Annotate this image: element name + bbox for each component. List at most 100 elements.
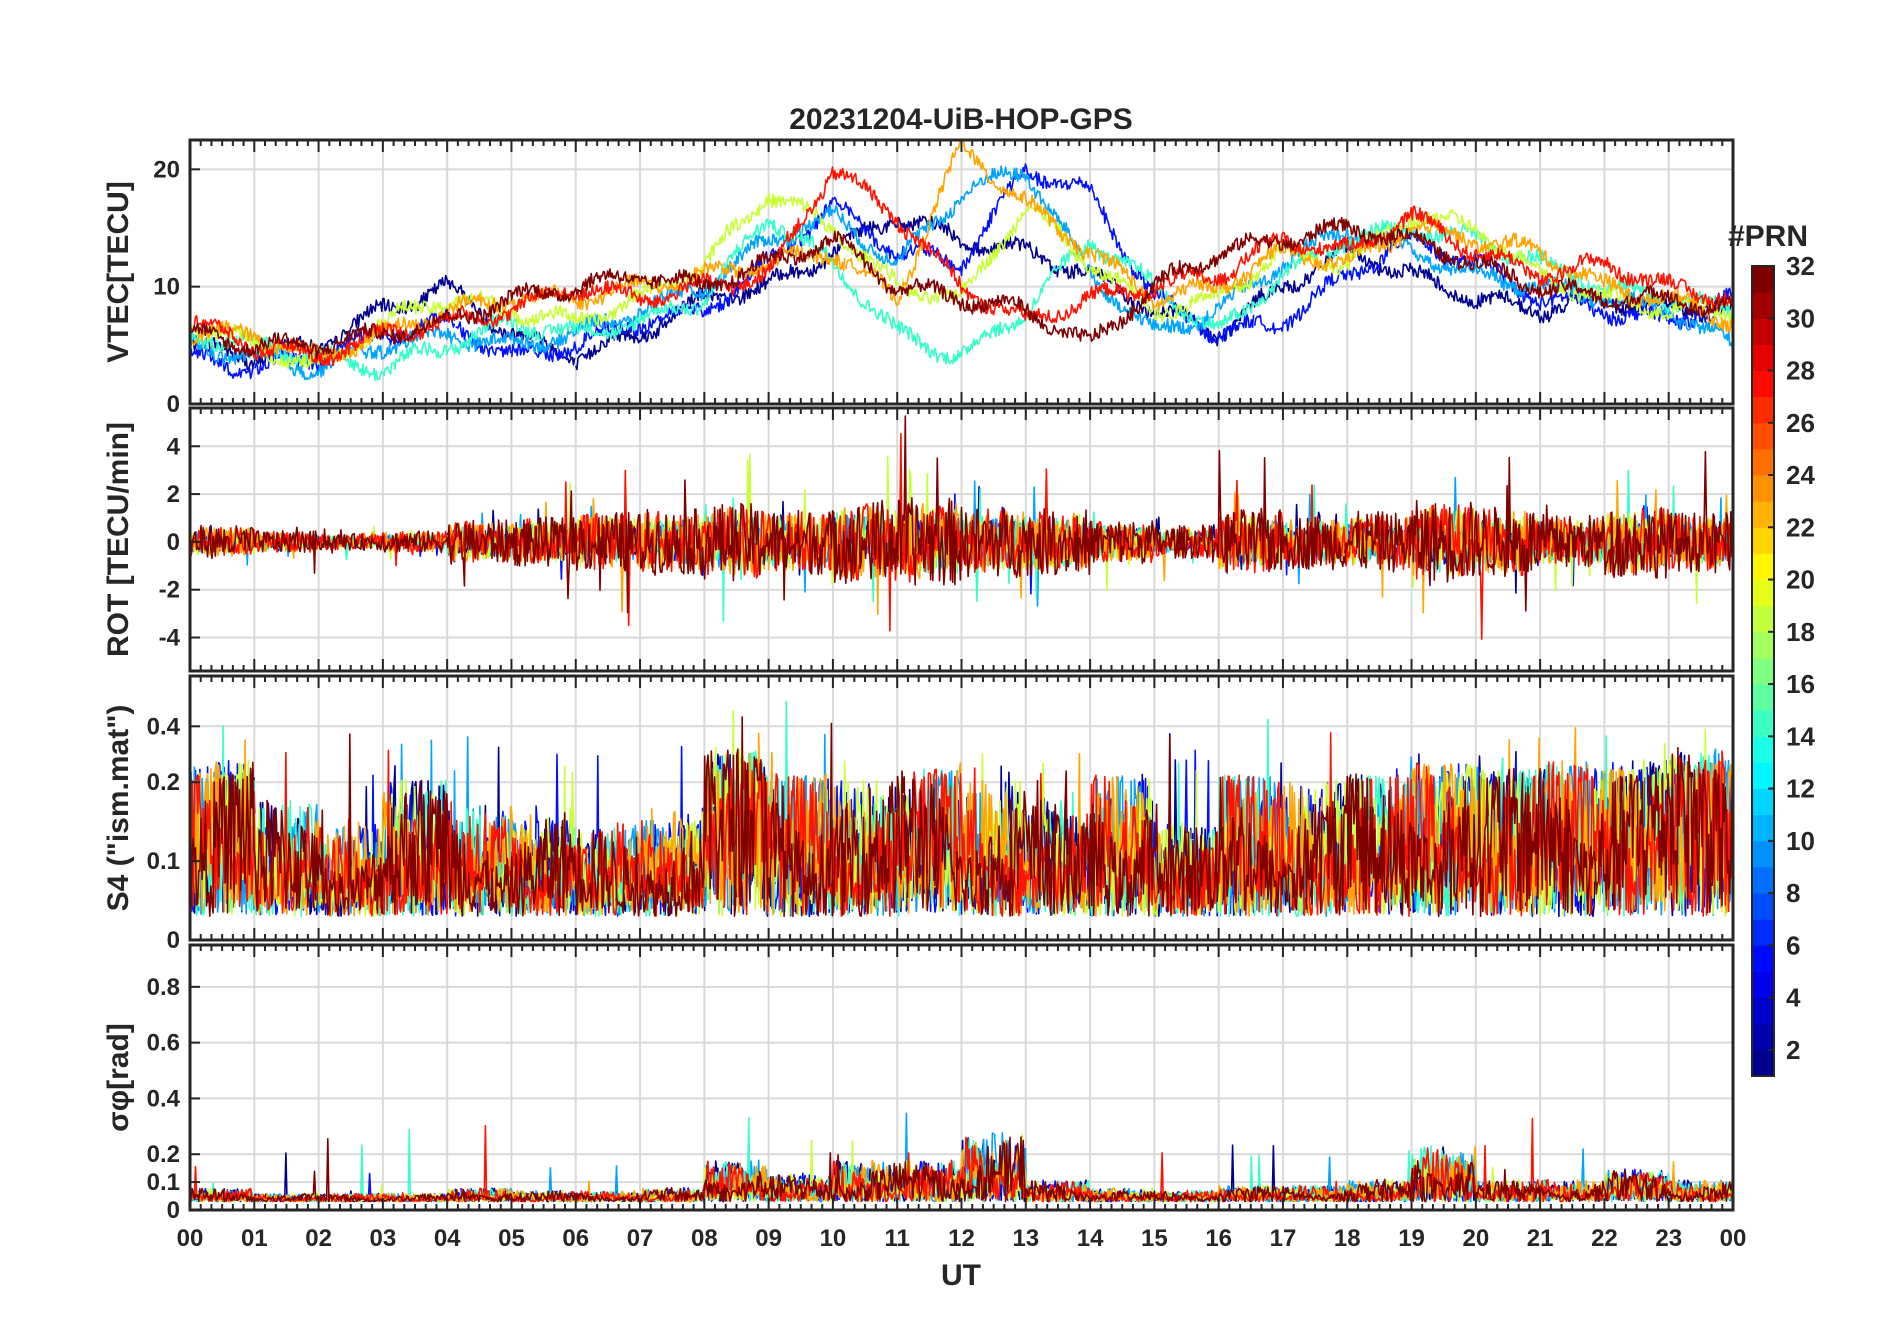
- x-tick-label: 01: [241, 1225, 268, 1252]
- colorbar-tick-label: 26: [1786, 408, 1815, 438]
- colorbar-swatch: [1752, 501, 1774, 528]
- panel-rot: -4 -2 0 2 4 ROT [TECU/min]: [102, 406, 1735, 673]
- y-tick-label: 0.2: [147, 769, 180, 796]
- colorbar-swatch: [1752, 475, 1774, 502]
- colorbar-swatch: [1752, 866, 1774, 894]
- y-tick-label: 10: [153, 274, 180, 301]
- y-tick-label: 0.4: [147, 713, 181, 740]
- colorbar-frame: [1751, 265, 1775, 1077]
- trace-s4-7: [190, 716, 1733, 918]
- x-tick-label: 07: [627, 1225, 654, 1252]
- colorbar-tick-label: 18: [1786, 617, 1815, 647]
- colorbar-swatch: [1752, 396, 1774, 424]
- colorbar-tick-label: 28: [1786, 356, 1815, 386]
- colorbar-tick-label: 12: [1786, 774, 1815, 804]
- y-tick-label: 0: [167, 927, 180, 954]
- colorbar-swatch: [1752, 579, 1774, 607]
- x-tick-label: 13: [1012, 1225, 1039, 1252]
- panel-sigma: 00.10.2 0.4 0.6 0.8 σφ[rad]: [102, 943, 1735, 1224]
- colorbar-tick-label: 30: [1786, 303, 1815, 333]
- y-tick-label: 0.2: [147, 1141, 180, 1168]
- colorbar-swatch: [1752, 318, 1774, 345]
- y-tick-label: 20: [153, 156, 180, 183]
- colorbar-swatch: [1752, 814, 1774, 842]
- x-tick-label: 21: [1527, 1225, 1554, 1252]
- colorbar-tick-label: 32: [1786, 251, 1815, 281]
- colorbar-swatch: [1752, 997, 1774, 1025]
- y-axis-label-rot: ROT [TECU/min]: [102, 422, 135, 657]
- trace-s4-6: [190, 732, 1733, 917]
- x-tick-label: 18: [1334, 1225, 1361, 1252]
- colorbar-tick-label: 10: [1786, 826, 1815, 856]
- x-tick-label: 12: [948, 1225, 975, 1252]
- trace-vtec-6: [190, 166, 1733, 367]
- y-axis-label-vtec: VTEC[TECU]: [102, 181, 135, 363]
- colorbar-swatch: [1752, 788, 1774, 816]
- y-axis-label-sigma: σφ[rad]: [102, 1023, 135, 1132]
- y-tick-label: 0.1: [147, 1169, 180, 1196]
- colorbar-swatch: [1752, 422, 1774, 450]
- colorbar-tick-label: 24: [1786, 460, 1815, 490]
- colorbar-swatch: [1752, 553, 1774, 581]
- colorbar-tick-label: 4: [1786, 983, 1801, 1013]
- colorbar-swatch: [1752, 971, 1774, 999]
- x-tick-label: 15: [1141, 1225, 1168, 1252]
- x-tick-label: 08: [691, 1225, 718, 1252]
- colorbar-swatch: [1752, 736, 1774, 763]
- trace-vtec-7: [190, 216, 1733, 360]
- colorbar-tick-label: 8: [1786, 878, 1800, 908]
- colorbar-swatch: [1752, 370, 1774, 398]
- x-axis-label: UT: [941, 1259, 981, 1292]
- colorbar-tick-label: 22: [1786, 512, 1815, 542]
- y-tick-label: 0.6: [147, 1030, 180, 1057]
- colorbar-swatch: [1752, 657, 1774, 685]
- colorbar-label: #PRN: [1728, 220, 1808, 253]
- y-tick-label: -4: [159, 625, 181, 652]
- x-tick-label: 23: [1655, 1225, 1682, 1252]
- trace-rot-7: [190, 415, 1733, 614]
- y-tick-label: 0.1: [147, 848, 180, 875]
- y-tick-label: 0: [167, 529, 180, 556]
- colorbar-tick-label: 16: [1786, 669, 1815, 699]
- colorbar-tick-label: 2: [1786, 1035, 1800, 1065]
- colorbar-swatch: [1752, 631, 1774, 659]
- y-tick-label: -2: [159, 577, 180, 604]
- colorbar-swatch: [1752, 605, 1774, 633]
- y-tick-label: 0.8: [147, 974, 180, 1001]
- colorbar-swatch: [1752, 1049, 1774, 1077]
- x-tick-label: 00: [1720, 1225, 1747, 1252]
- x-tick-label: 03: [370, 1225, 397, 1252]
- x-tick-label: 19: [1398, 1225, 1425, 1252]
- panel-s4: 0 0.1 0.2 0.4 S4 ("ism.mat"): [102, 674, 1735, 954]
- x-tick-label: 22: [1591, 1225, 1618, 1252]
- y-tick-label: 4: [167, 433, 181, 460]
- colorbar-swatch: [1752, 527, 1774, 554]
- x-tick-label: 09: [755, 1225, 782, 1252]
- colorbar-swatch: [1752, 292, 1774, 319]
- x-tick-label: 17: [1270, 1225, 1297, 1252]
- colorbar-swatch: [1752, 1023, 1774, 1051]
- colorbar-tick-label: 20: [1786, 565, 1815, 595]
- colorbar-swatch: [1752, 840, 1774, 868]
- x-tick-label: 10: [820, 1225, 847, 1252]
- x-tick-label: 02: [305, 1225, 332, 1252]
- x-tick-label: 04: [434, 1225, 461, 1252]
- panel-vtec: 0 10 20 VTEC[TECU]: [102, 138, 1735, 418]
- colorbar-swatch: [1752, 710, 1774, 737]
- colorbar-swatch: [1752, 344, 1774, 372]
- y-axis-label-s4: S4 ("ism.mat"): [102, 705, 135, 912]
- colorbar-swatch: [1752, 919, 1774, 946]
- colorbar-swatch: [1752, 448, 1774, 476]
- x-tick-label: 06: [562, 1225, 589, 1252]
- colorbar-swatch: [1752, 684, 1774, 711]
- colorbar-swatch: [1752, 893, 1774, 920]
- x-tick-label: 16: [1205, 1225, 1232, 1252]
- x-tick-label: 20: [1462, 1225, 1489, 1252]
- colorbar-swatch: [1752, 762, 1774, 790]
- y-tick-label: 0.4: [147, 1085, 181, 1112]
- trace-sigma-7: [190, 1136, 1733, 1203]
- colorbar-swatch: [1752, 945, 1774, 972]
- x-tick-label: 05: [498, 1225, 525, 1252]
